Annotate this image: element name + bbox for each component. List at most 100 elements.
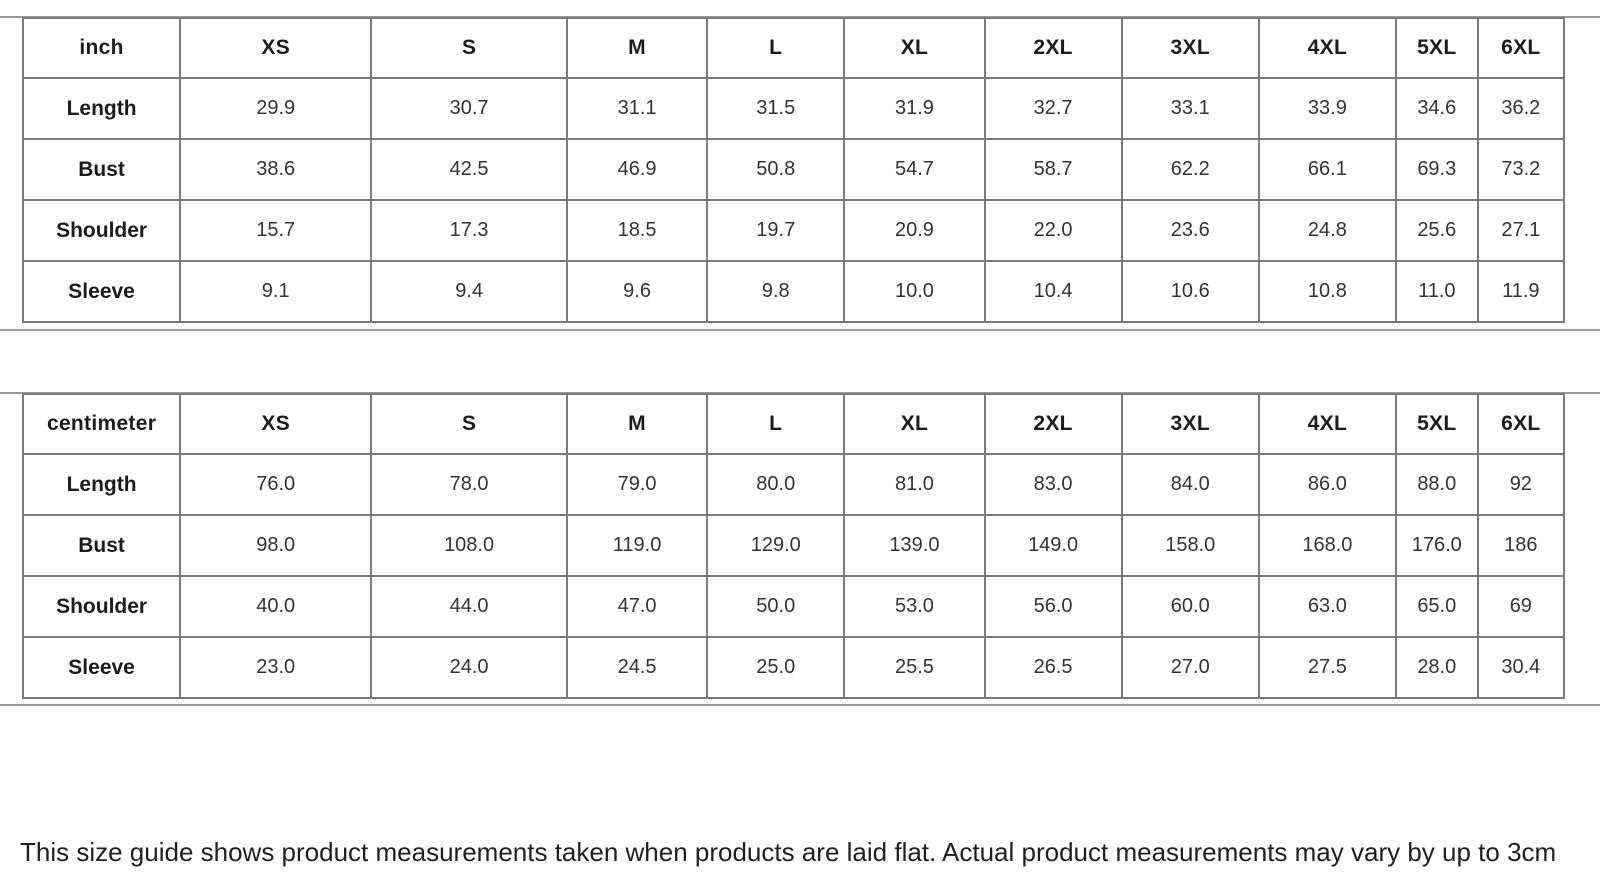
measurement-row: Bust 98.0 108.0 119.0 129.0 139.0 149.0 158.0 16… (21, 514, 1566, 577)
unit-header: inch (21, 17, 182, 79)
measurement-value: 69.3 (1394, 138, 1479, 201)
measurement-value: 10.4 (983, 260, 1123, 323)
size-table-centimeter: centimeter XS S M L XL 2XL 3XL 4XL 5XL 6XL Length 76… (21, 393, 1566, 699)
measurement-value: 32.7 (983, 77, 1123, 140)
measurement-value: 86.0 (1257, 453, 1397, 516)
size-column-header: 3XL (1120, 393, 1260, 455)
size-column-header: 3XL (1120, 17, 1260, 79)
measurement-value: 79.0 (565, 453, 709, 516)
measurement-value: 10.6 (1120, 260, 1260, 323)
measurement-value: 25.0 (706, 636, 846, 699)
size-column-header: 5XL (1394, 393, 1479, 455)
measurement-value: 62.2 (1120, 138, 1260, 201)
measurement-value: 84.0 (1120, 453, 1260, 516)
size-column-header: S (370, 393, 568, 455)
size-column-header: 2XL (983, 393, 1123, 455)
measurement-value: 31.5 (706, 77, 846, 140)
measurement-row: Sleeve 23.0 24.0 24.5 25.0 25.5 26.5 27.0 27.5 28… (21, 636, 1566, 699)
size-column-header: XS (179, 17, 373, 79)
measurement-value: 36.2 (1476, 77, 1566, 140)
measurement-row-label: Sleeve (21, 260, 182, 323)
size-column-header: 4XL (1257, 393, 1397, 455)
size-column-header: XL (843, 17, 986, 79)
size-column-header: XL (843, 393, 986, 455)
measurement-value: 24.0 (370, 636, 568, 699)
measurement-value: 10.8 (1257, 260, 1397, 323)
measurement-value: 73.2 (1476, 138, 1566, 201)
measurement-value: 28.0 (1394, 636, 1479, 699)
measurement-value: 50.0 (706, 575, 846, 638)
measurement-value: 17.3 (370, 199, 568, 262)
size-column-header: 4XL (1257, 17, 1397, 79)
measurement-value: 11.0 (1394, 260, 1479, 323)
measurement-value: 54.7 (843, 138, 986, 201)
measurement-value: 31.1 (565, 77, 709, 140)
measurement-row-label: Bust (21, 514, 182, 577)
measurement-value: 98.0 (179, 514, 373, 577)
measurement-value: 60.0 (1120, 575, 1260, 638)
measurement-value: 47.0 (565, 575, 709, 638)
size-column-header: M (565, 17, 709, 79)
measurement-value: 34.6 (1394, 77, 1479, 140)
measurement-value: 81.0 (843, 453, 986, 516)
measurement-row: Length 76.0 78.0 79.0 80.0 81.0 83.0 84.0 86.0 88… (21, 453, 1566, 516)
size-column-header: XS (179, 393, 373, 455)
measurement-value: 27.5 (1257, 636, 1397, 699)
measurement-value: 25.5 (843, 636, 986, 699)
measurement-row-label: Length (21, 77, 182, 140)
measurement-value: 23.0 (179, 636, 373, 699)
measurement-value: 92 (1476, 453, 1566, 516)
measurement-value: 63.0 (1257, 575, 1397, 638)
size-table-header-row: centimeter XS S M L XL 2XL 3XL 4XL 5XL 6XL (21, 393, 1566, 455)
measurement-value: 9.8 (706, 260, 846, 323)
size-table-header-row: inch XS S M L XL 2XL 3XL 4XL 5XL 6XL (21, 17, 1566, 79)
measurement-row-label: Shoulder (21, 575, 182, 638)
unit-header: centimeter (21, 393, 182, 455)
measurement-value: 9.4 (370, 260, 568, 323)
measurement-value: 40.0 (179, 575, 373, 638)
measurement-row-label: Sleeve (21, 636, 182, 699)
measurement-value: 53.0 (843, 575, 986, 638)
measurement-row-label: Length (21, 453, 182, 516)
measurement-value: 9.1 (179, 260, 373, 323)
measurement-value: 30.4 (1476, 636, 1566, 699)
measurement-value: 65.0 (1394, 575, 1479, 638)
measurement-value: 11.9 (1476, 260, 1566, 323)
measurement-value: 25.6 (1394, 199, 1479, 262)
measurement-value: 149.0 (983, 514, 1123, 577)
measurement-value: 18.5 (565, 199, 709, 262)
size-table-inch: inch XS S M L XL 2XL 3XL 4XL 5XL 6XL Length 29.9 30.7… (21, 17, 1566, 323)
measurement-value: 168.0 (1257, 514, 1397, 577)
size-column-header: S (370, 17, 568, 79)
measurement-value: 33.1 (1120, 77, 1260, 140)
size-column-header: 5XL (1394, 17, 1479, 79)
size-column-header: 6XL (1476, 17, 1566, 79)
measurement-value: 66.1 (1257, 138, 1397, 201)
measurement-value: 46.9 (565, 138, 709, 201)
measurement-value: 186 (1476, 514, 1566, 577)
measurement-value: 44.0 (370, 575, 568, 638)
measurement-value: 29.9 (179, 77, 373, 140)
measurement-value: 108.0 (370, 514, 568, 577)
measurement-value: 10.0 (843, 260, 986, 323)
measurement-value: 23.6 (1120, 199, 1260, 262)
measurement-value: 69 (1476, 575, 1566, 638)
measurement-value: 83.0 (983, 453, 1123, 516)
measurement-value: 26.5 (983, 636, 1123, 699)
measurement-value: 20.9 (843, 199, 986, 262)
measurement-value: 33.9 (1257, 77, 1397, 140)
measurement-value: 30.7 (370, 77, 568, 140)
measurement-value: 176.0 (1394, 514, 1479, 577)
measurement-row: Length 29.9 30.7 31.1 31.5 31.9 32.7 33.1 33.9 34… (21, 77, 1566, 140)
measurement-value: 158.0 (1120, 514, 1260, 577)
measurement-value: 50.8 (706, 138, 846, 201)
measurement-value: 88.0 (1394, 453, 1479, 516)
measurement-row: Sleeve 9.1 9.4 9.6 9.8 10.0 10.4 10.6 10.8 11.0 11… (21, 260, 1566, 323)
divider-rule (0, 329, 1600, 331)
size-column-header: M (565, 393, 709, 455)
measurement-row: Bust 38.6 42.5 46.9 50.8 54.7 58.7 62.2 66.1 69.3… (21, 138, 1566, 201)
size-column-header: 2XL (983, 17, 1123, 79)
divider-rule (0, 704, 1600, 706)
measurement-value: 76.0 (179, 453, 373, 516)
measurement-row: Shoulder 40.0 44.0 47.0 50.0 53.0 56.0 60.0 63.0… (21, 575, 1566, 638)
